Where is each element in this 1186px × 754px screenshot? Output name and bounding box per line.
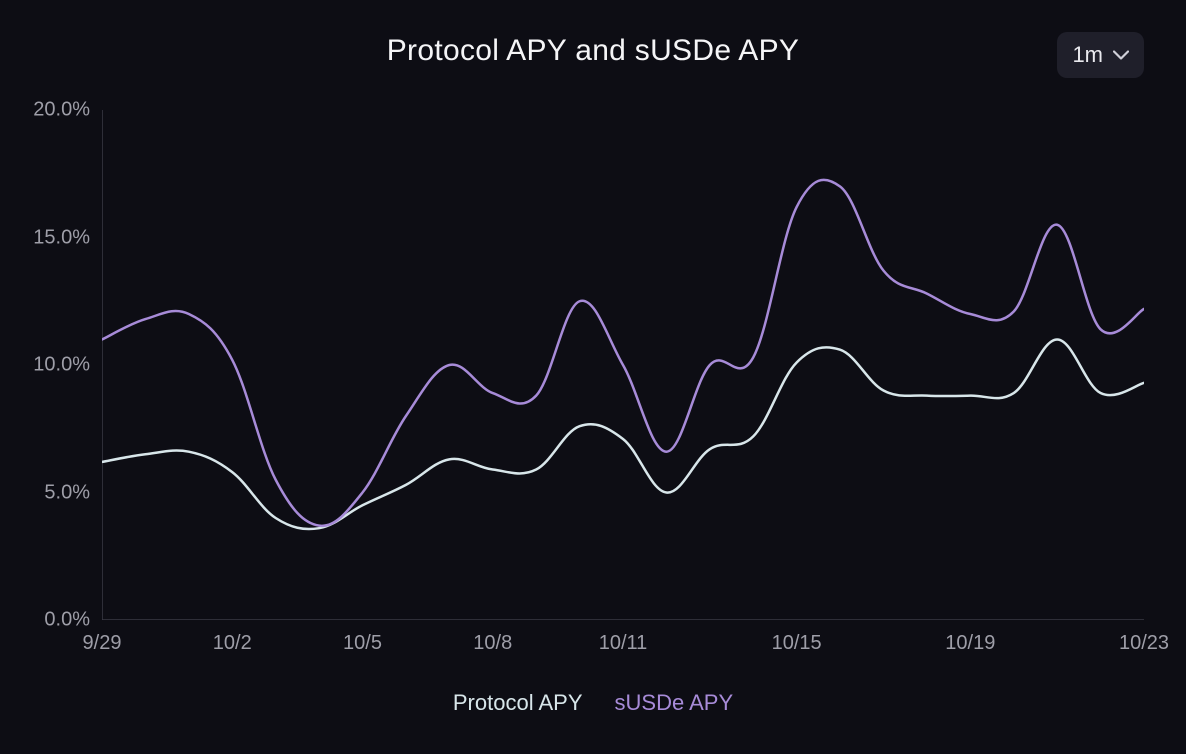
x-tick-label: 10/15 xyxy=(772,632,822,655)
x-tick-label: 10/8 xyxy=(473,632,512,655)
y-tick-label: 15.0% xyxy=(33,226,90,249)
chart-title: Protocol APY and sUSDe APY xyxy=(0,34,1186,68)
y-tick-label: 10.0% xyxy=(33,354,90,377)
x-tick-label: 10/19 xyxy=(945,632,995,655)
series-line xyxy=(102,180,1144,526)
timeframe-selector[interactable]: 1m xyxy=(1057,32,1144,78)
chart-legend: Protocol APY sUSDe APY xyxy=(0,690,1186,716)
x-tick-label: 10/23 xyxy=(1119,632,1169,655)
chart-plot-area xyxy=(102,110,1144,620)
y-tick-label: 5.0% xyxy=(44,481,90,504)
y-tick-label: 0.0% xyxy=(44,609,90,632)
chevron-down-icon xyxy=(1113,50,1129,60)
x-tick-label: 10/5 xyxy=(343,632,382,655)
apy-chart-container: Protocol APY and sUSDe APY 1m 0.0% 5.0% 10… xyxy=(0,0,1186,754)
x-tick-label: 9/29 xyxy=(83,632,122,655)
legend-item: sUSDe APY xyxy=(615,690,734,715)
x-tick-label: 10/11 xyxy=(599,632,648,655)
x-tick-label: 10/2 xyxy=(213,632,252,655)
x-axis: 9/2910/210/510/810/1110/1510/1910/23 xyxy=(102,632,1144,672)
y-axis: 0.0%5.0%10.0%15.0%20.0% xyxy=(0,100,96,620)
y-tick-label: 20.0% xyxy=(33,99,90,122)
legend-item: Protocol APY xyxy=(453,690,583,715)
timeframe-label: 1m xyxy=(1072,42,1103,68)
